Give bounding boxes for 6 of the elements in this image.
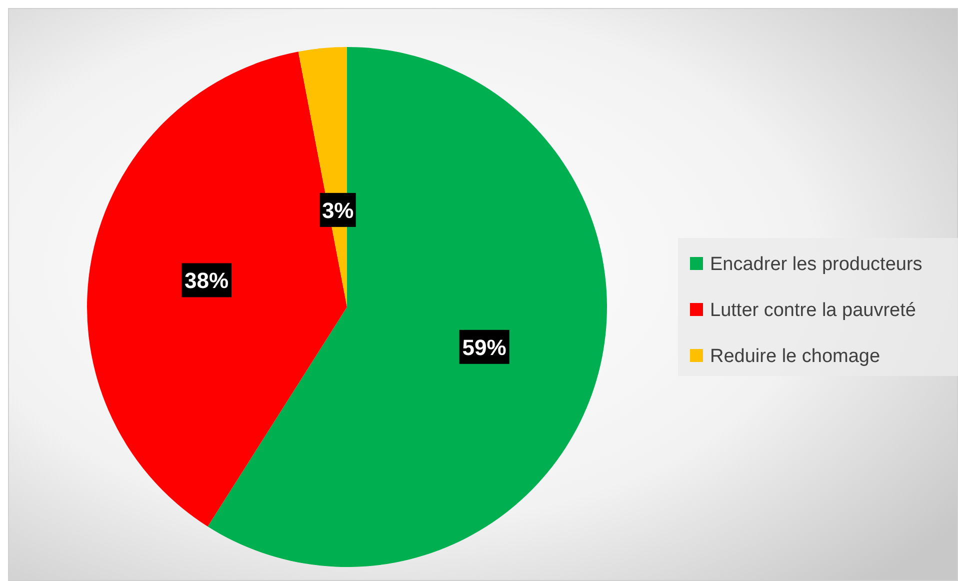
legend-label: Encadrer les producteurs bbox=[710, 254, 922, 275]
data-label: 3% bbox=[322, 198, 354, 223]
data-label: 59% bbox=[462, 334, 506, 360]
data-label: 38% bbox=[184, 268, 229, 294]
legend-label: Reduire le chomage bbox=[710, 346, 880, 367]
legend-label: Lutter contre la pauvreté bbox=[710, 300, 916, 321]
